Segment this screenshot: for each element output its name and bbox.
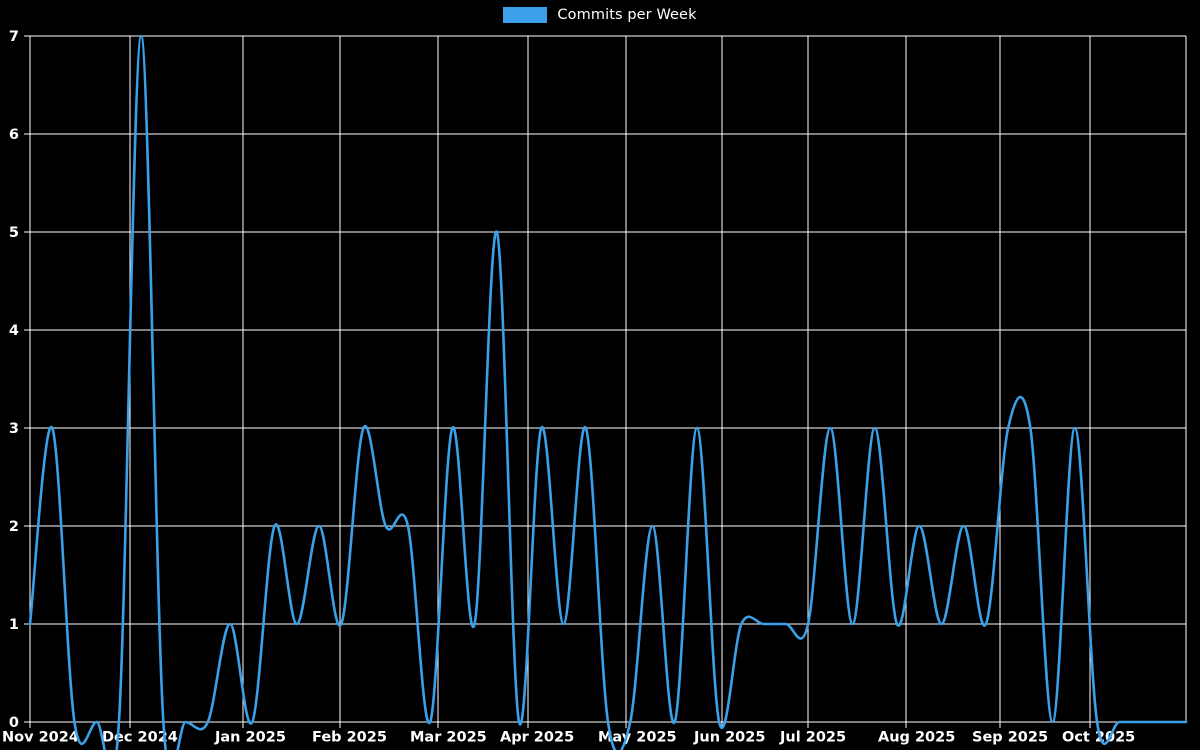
legend-entry-commits-per-week: Commits per Week: [503, 7, 696, 23]
x-axis-tick-label: Jun 2025: [693, 730, 765, 746]
series-line-commits-per-week: [28, 34, 1188, 750]
x-axis-tick-label: Oct 2025: [1062, 730, 1135, 746]
y-axis-tick-label: 3: [9, 421, 19, 437]
y-axis-tick-label: 1: [9, 617, 19, 633]
x-axis-tick-label: Aug 2025: [878, 730, 955, 746]
x-axis-tick-label: Jul 2025: [779, 730, 846, 746]
x-axis-tick-label: Jan 2025: [214, 730, 286, 746]
chart-legend: Commits per Week: [0, 0, 1200, 30]
legend-color-swatch: [503, 7, 548, 23]
x-axis-tick-label: Apr 2025: [500, 730, 574, 746]
x-axis-tick-label: Sep 2025: [972, 730, 1048, 746]
x-axis-tick-label: Dec 2024: [102, 730, 178, 746]
series-commits-per-week: [28, 34, 1188, 750]
x-axis-tick-label: Mar 2025: [410, 730, 487, 746]
x-axis-tick-labels: Nov 2024 Dec 2024 Jan 2025 Feb 2025 Mar 2025…: [2, 730, 1135, 746]
y-axis-tick-labels: 0 1 2 3 4 5 6 7: [9, 29, 19, 731]
x-axis-tick-label: Feb 2025: [312, 730, 387, 746]
y-axis-tick-label: 0: [9, 715, 19, 731]
y-gridlines: [24, 35, 1186, 723]
y-axis-tick-label: 2: [9, 519, 19, 535]
y-axis-tick-label: 6: [9, 127, 19, 143]
x-axis-tick-label: May 2025: [598, 730, 677, 746]
y-axis-tick-label: 4: [9, 323, 19, 339]
legend-label: Commits per Week: [557, 7, 697, 23]
y-axis-tick-label: 7: [9, 29, 19, 45]
y-axis-tick-label: 5: [9, 225, 19, 241]
x-axis-tick-label: Nov 2024: [2, 730, 79, 746]
